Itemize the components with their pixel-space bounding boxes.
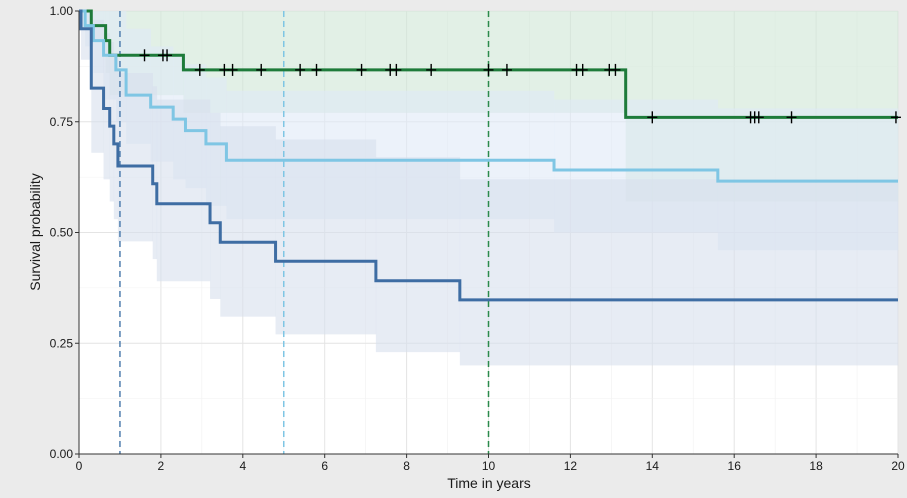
x-tick-label: 4 [239,459,246,473]
confidence-band-segment-2 [275,139,377,335]
confidence-band-segment-2 [152,86,158,260]
confidence-band-segment-2 [117,73,154,242]
confidence-bands [81,11,899,366]
y-tick-label: 0.75 [50,115,74,129]
y-axis-label: Survival probability [27,173,43,291]
x-tick-label: 12 [564,459,578,473]
confidence-band-segment-2 [210,112,221,299]
censor-mark [295,63,306,76]
censor-mark [610,63,621,76]
reference-lines [119,11,490,454]
censor-mark [426,63,437,76]
survival-curves [79,9,898,302]
censor-mark [227,63,238,76]
x-tick-label: 10 [482,459,496,473]
confidence-band-segment-2 [81,11,92,60]
confidence-band-segment-2 [91,19,104,153]
confidence-band-segment-2 [459,179,899,366]
confidence-band-segment-1 [115,11,127,122]
x-tick-label: 20 [891,459,905,473]
x-tick-label: 8 [403,459,410,473]
x-tick-label: 14 [646,459,660,473]
x-tick-label: 6 [321,459,328,473]
censor-mark [501,63,512,76]
censor-mark [786,111,797,124]
survival-curve-0 [79,9,898,119]
x-tick-label: 16 [728,459,742,473]
x-tick-label: 2 [158,459,165,473]
censor-mark [890,111,901,124]
x-tick-label: 18 [809,459,823,473]
y-tick-label: 0.50 [50,226,74,240]
survival-curve-1 [79,9,898,183]
x-tick-label: 0 [76,459,83,473]
y-tick-label: 0.00 [50,447,74,461]
confidence-band-segment-2 [103,33,111,180]
censor-mark [139,49,150,62]
confidence-band-segment-2 [375,157,461,353]
confidence-band-segment-2 [109,42,115,202]
censor-mark [483,63,494,76]
censor-mark [194,63,205,76]
confidence-band-segment-2 [220,126,276,317]
survival-curve-2 [79,9,898,302]
censor-mark [356,63,367,76]
censor-mark [311,63,322,76]
censor-mark [647,111,658,124]
axes: 0 2 4 6 8 10 12 14 16 18 20 0.00 0.25 0.50 0.75 1.00 [50,4,905,473]
x-axis-label: Time in years [447,475,531,491]
censor-mark [753,111,764,124]
y-tick-label: 0.25 [50,336,74,350]
y-tick-label: 1.00 [50,4,74,18]
confidence-band-segment-2 [156,99,211,282]
censor-mark [256,63,267,76]
censor-mark [577,63,588,76]
censor-marks [139,49,901,124]
censor-mark [162,49,173,62]
confidence-band-segment-2 [113,55,119,220]
censor-mark [391,63,402,76]
